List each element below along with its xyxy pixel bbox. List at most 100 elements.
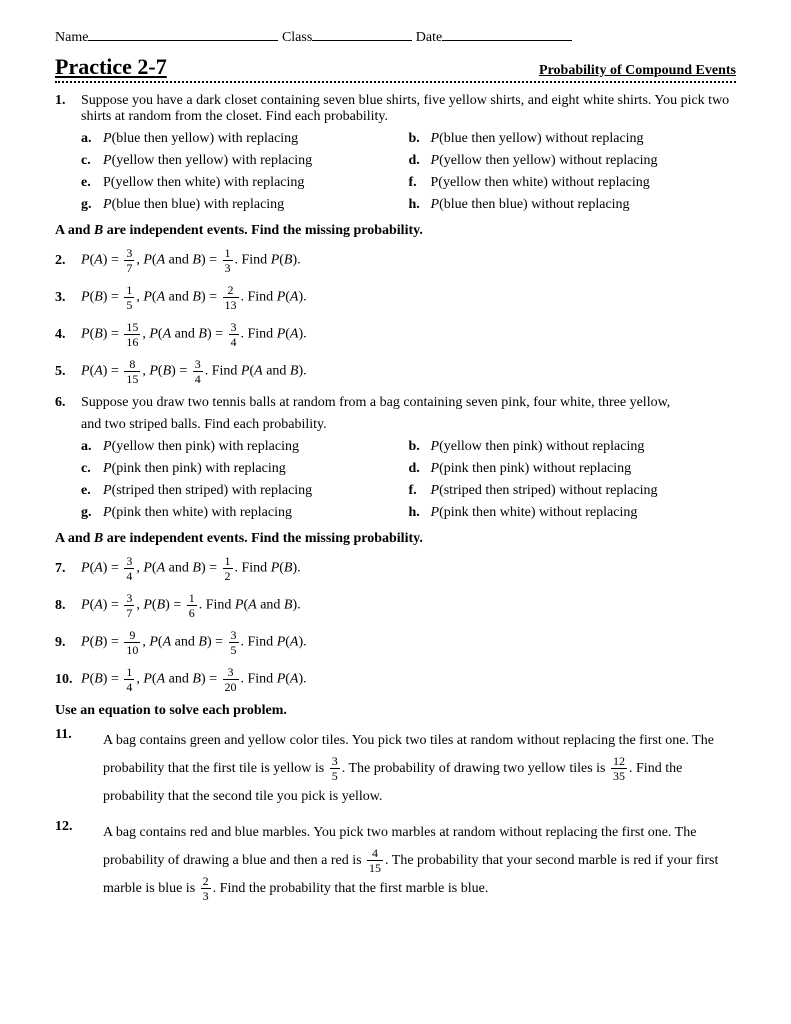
equation-question: 4.P(B) = 1516, P(A and B) = 34. Find P(A… [55,321,736,348]
equation-question: 9.P(B) = 910, P(A and B) = 35. Find P(A)… [55,629,736,656]
sub-letter: e. [81,175,103,191]
date-label: Date [416,30,442,45]
question-11: 11. A bag contains green and yellow colo… [55,727,736,811]
fraction: 35 [229,629,239,656]
sub-letter: e. [81,483,103,499]
equation-body: P(A) = 37, P(B) = 16. Find P(A and B). [81,592,736,619]
question-text: and two striped balls. Find each probabi… [81,417,736,433]
fraction: 1235 [611,755,627,782]
fraction: 37 [124,247,134,274]
sub-letter: h. [409,197,431,213]
sub-letter: d. [409,153,431,169]
fraction: 910 [124,629,140,656]
fraction: 34 [229,321,239,348]
sub-text: P(pink then white) without replacing [431,505,638,521]
page-title: Practice 2-7 [55,54,167,80]
sub-row: g.P(blue then blue) with replacing h.P(bl… [81,197,736,213]
question-1: 1. Suppose you have a dark closet contai… [55,93,736,213]
fraction: 16 [187,592,197,619]
sub-text: P(blue then blue) with replacing [103,197,284,213]
sub-text: P(yellow then white) with replacing [103,175,304,191]
sub-text: P(pink then pink) with replacing [103,461,286,477]
sub-text: P(blue then yellow) with replacing [103,131,298,147]
equation-body: P(B) = 1516, P(A and B) = 34. Find P(A). [81,321,736,348]
sub-text: P(yellow then pink) without replacing [431,439,645,455]
sub-letter: b. [409,439,431,455]
sub-letter: h. [409,505,431,521]
page-subtitle: Probability of Compound Events [539,63,736,79]
sub-text: P(yellow then white) without replacing [431,175,650,191]
question-number: 8. [55,598,81,614]
sub-letter: d. [409,461,431,477]
equation-question: 3.P(B) = 15, P(A and B) = 213. Find P(A)… [55,284,736,311]
class-label: Class [282,30,312,45]
sub-row: a.P(yellow then pink) with replacingb.P(… [81,439,736,455]
sub-text: P(striped then striped) without replacin… [431,483,658,499]
equation-body: P(A) = 34, P(A and B) = 12. Find P(B). [81,555,736,582]
section-heading: A and B are independent events. Find the… [55,223,736,239]
sub-letter: b. [409,131,431,147]
sub-letter: f. [409,483,431,499]
sub-letter: c. [81,153,103,169]
sub-text: P(yellow then yellow) with replacing [103,153,312,169]
fraction: 320 [223,666,239,693]
sub-row: c.P(yellow then yellow) with replacing d.… [81,153,736,169]
sub-text: P(blue then yellow) without replacing [431,131,644,147]
sub-row: e.P(yellow then white) with replacing f.P… [81,175,736,191]
fraction: 1516 [124,321,140,348]
fraction: 12 [223,555,233,582]
sub-text: P(blue then blue) without replacing [431,197,630,213]
sub-letter: a. [81,439,103,455]
sub-text: P(pink then pink) without replacing [431,461,632,477]
question-text: Suppose you have a dark closet containin… [81,93,736,125]
sub-letter: g. [81,505,103,521]
question-number: 2. [55,253,81,269]
sub-text: P(striped then striped) with replacing [103,483,312,499]
fraction: 15 [124,284,134,311]
question-text: Suppose you draw two tennis balls at ran… [81,395,736,411]
sub-row: a.P(blue then yellow) with replacing b.P(… [81,131,736,147]
section-heading: A and B are independent events. Find the… [55,531,736,547]
fraction: 37 [124,592,134,619]
fraction: 415 [367,847,383,874]
question-6: 6. Suppose you draw two tennis balls at … [55,395,736,521]
equation-body: P(B) = 15, P(A and B) = 213. Find P(A). [81,284,736,311]
equation-body: P(B) = 910, P(A and B) = 35. Find P(A). [81,629,736,656]
question-number: 1. [55,93,81,213]
sub-letter: f. [409,175,431,191]
sub-letter: g. [81,197,103,213]
sub-row: g.P(pink then white) with replacing h.P(p… [81,505,736,521]
sub-text: P(pink then white) with replacing [103,505,292,521]
question-number: 7. [55,561,81,577]
sub-row: c.P(pink then pink) with replacing d.P(pi… [81,461,736,477]
fraction: 23 [201,875,211,902]
equation-question: 5.P(A) = 815, P(B) = 34. Find P(A and B)… [55,358,736,385]
equation-body: P(A) = 37, P(A and B) = 13. Find P(B). [81,247,736,274]
equation-question: 10.P(B) = 14, P(A and B) = 320. Find P(A… [55,666,736,693]
question-number: 3. [55,290,81,306]
sub-letter: c. [81,461,103,477]
equation-question: 7.P(A) = 34, P(A and B) = 12. Find P(B). [55,555,736,582]
equation-body: P(A) = 815, P(B) = 34. Find P(A and B). [81,358,736,385]
header-line: Name Class Date [55,30,736,46]
question-number: 6. [55,395,81,521]
equation-question: 8.P(A) = 37, P(B) = 16. Find P(A and B). [55,592,736,619]
sub-letter: a. [81,131,103,147]
sub-text: P(yellow then yellow) without replacing [431,153,658,169]
fraction: 34 [193,358,203,385]
question-12: 12. A bag contains red and blue marbles.… [55,819,736,903]
question-number: 11. [55,727,81,811]
fraction: 14 [124,666,134,693]
sub-row: e.P(striped then striped) with replacing… [81,483,736,499]
fraction: 34 [124,555,134,582]
equation-question: 2.P(A) = 37, P(A and B) = 13. Find P(B). [55,247,736,274]
question-number: 10. [55,672,81,688]
name-label: Name [55,30,88,45]
question-number: 4. [55,327,81,343]
question-number: 9. [55,635,81,651]
question-number: 12. [55,819,81,903]
fraction: 815 [124,358,140,385]
question-number: 5. [55,364,81,380]
fraction: 213 [223,284,239,311]
equation-body: P(B) = 14, P(A and B) = 320. Find P(A). [81,666,736,693]
